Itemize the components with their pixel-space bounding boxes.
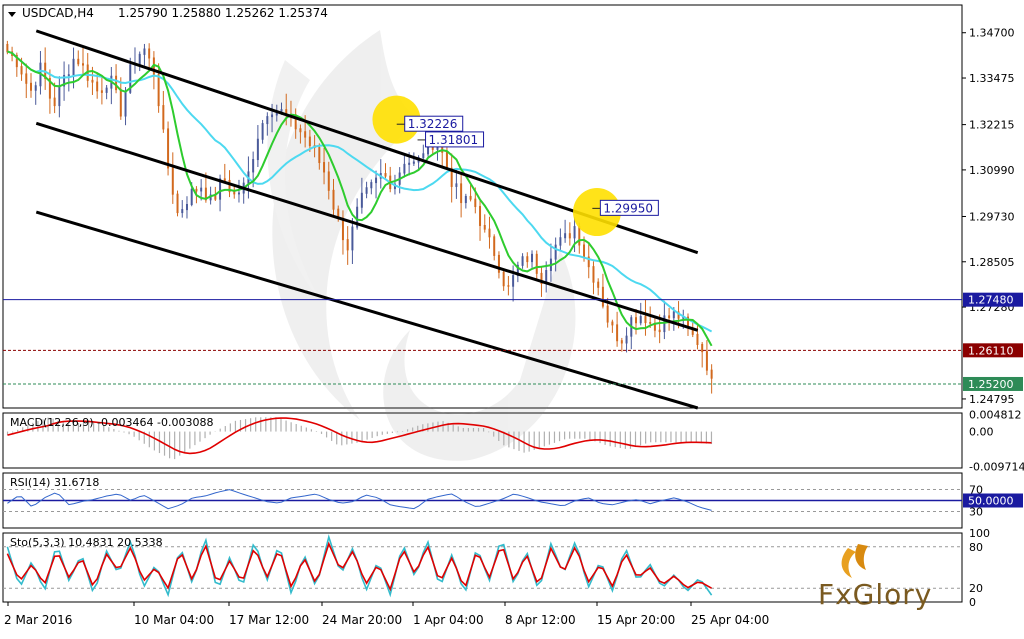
time-tick-label: 17 Mar 12:00 bbox=[229, 613, 309, 627]
macd-label: MACD(12,26,9) -0.003464 -0.003088 bbox=[10, 416, 213, 429]
level-price-label: 1.27480 bbox=[968, 294, 1014, 307]
callout-value: 1.29950 bbox=[603, 201, 653, 215]
price-callout: 1.31801 bbox=[417, 131, 485, 148]
rsi-level-badge bbox=[963, 493, 1023, 508]
ohlc-values: 1.25790 1.25880 1.25262 1.25374 bbox=[118, 6, 328, 20]
watermark-leaf bbox=[267, 60, 320, 300]
callout-box bbox=[425, 131, 485, 148]
rsi-label: RSI(14) 31.6718 bbox=[10, 476, 99, 489]
fxglory-logo: FxGlory bbox=[818, 544, 932, 611]
fast-moving-average bbox=[7, 50, 713, 347]
price-pane-frame bbox=[2, 4, 963, 409]
time-tick-label: 24 Mar 20:00 bbox=[322, 613, 402, 627]
rsi-tick-label: 70 bbox=[969, 484, 983, 497]
stoch-label: Sto(5,3,3) 10.4831 20.5338 bbox=[10, 536, 163, 549]
time-tick-label: 2 Mar 2016 bbox=[4, 613, 72, 627]
stoch-signal-line bbox=[6, 541, 712, 592]
rsi-tick-label: 50.0000 bbox=[968, 495, 1014, 508]
macd-pane-frame bbox=[2, 412, 963, 469]
time-axis: 2 Mar 2016 10 Mar 04:00 17 Mar 12:00 24 Mar… bbox=[4, 602, 769, 627]
symbol-label: USDCAD,H4 bbox=[22, 6, 94, 20]
stoch-tick-label: 0 bbox=[969, 596, 976, 609]
channel-lower-line bbox=[35, 210, 699, 410]
rsi-line bbox=[7, 489, 712, 511]
price-callout: 1.32226 bbox=[396, 115, 464, 132]
stoch-pane-frame bbox=[2, 532, 963, 603]
price-tick-label: 1.33475 bbox=[969, 72, 1015, 85]
dropdown-icon[interactable] bbox=[8, 12, 16, 17]
macd-tick-label: -0.009714 bbox=[969, 460, 1024, 473]
price-tick-label: 1.32215 bbox=[969, 119, 1015, 132]
price-tick-label: 1.30990 bbox=[969, 164, 1015, 177]
macd-signal-line bbox=[7, 417, 712, 455]
candles bbox=[6, 40, 713, 394]
slow-moving-average bbox=[7, 50, 713, 333]
chart-header: USDCAD,H4 1.25790 1.25880 1.25262 1.25374 bbox=[8, 6, 328, 20]
time-tick-label: 1 Apr 04:00 bbox=[413, 613, 484, 627]
price-callout: 1.29950 bbox=[592, 199, 659, 216]
logo-leaf-icon bbox=[841, 548, 856, 578]
price-tick-label: 1.28505 bbox=[969, 256, 1015, 269]
time-tick-label: 10 Mar 04:00 bbox=[134, 613, 214, 627]
callout-box bbox=[404, 115, 464, 132]
callout-box bbox=[599, 199, 659, 216]
time-tick-label: 15 Apr 20:00 bbox=[597, 613, 675, 627]
price-tick-label: 1.24795 bbox=[969, 393, 1015, 406]
stoch-tick-label: 80 bbox=[969, 541, 983, 554]
channel-middle-line bbox=[35, 121, 699, 332]
price-tick-label: 1.29730 bbox=[969, 210, 1015, 223]
logo-leaf-icon bbox=[855, 544, 868, 570]
level-price-label: 1.25200 bbox=[968, 378, 1014, 391]
time-tick-label: 25 Apr 04:00 bbox=[691, 613, 769, 627]
price-levels bbox=[3, 299, 962, 385]
pane-frames bbox=[2, 4, 963, 603]
watermark-swoosh bbox=[383, 250, 576, 461]
level-price-badge bbox=[963, 376, 1023, 391]
logo-text: FxGlory bbox=[818, 578, 932, 611]
price-axis: 1.34700 1.33475 1.32215 1.30990 1.29730 1.285… bbox=[962, 27, 1023, 406]
level-price-badge bbox=[963, 292, 1023, 307]
macd-tick-label: 0.00 bbox=[969, 426, 994, 439]
callout-value: 1.31801 bbox=[429, 133, 479, 147]
price-tick-label: 1.34700 bbox=[969, 27, 1015, 40]
level-price-badge bbox=[963, 343, 1023, 358]
stoch-tick-label: 100 bbox=[969, 527, 990, 540]
stoch-tick-label: 20 bbox=[969, 582, 983, 595]
callout-value: 1.32226 bbox=[408, 117, 458, 131]
macd-tick-label: 0.004812 bbox=[969, 408, 1022, 421]
rsi-tick-label: 30 bbox=[969, 506, 983, 519]
level-price-label: 1.26110 bbox=[968, 344, 1014, 357]
time-tick-label: 8 Apr 12:00 bbox=[505, 613, 576, 627]
